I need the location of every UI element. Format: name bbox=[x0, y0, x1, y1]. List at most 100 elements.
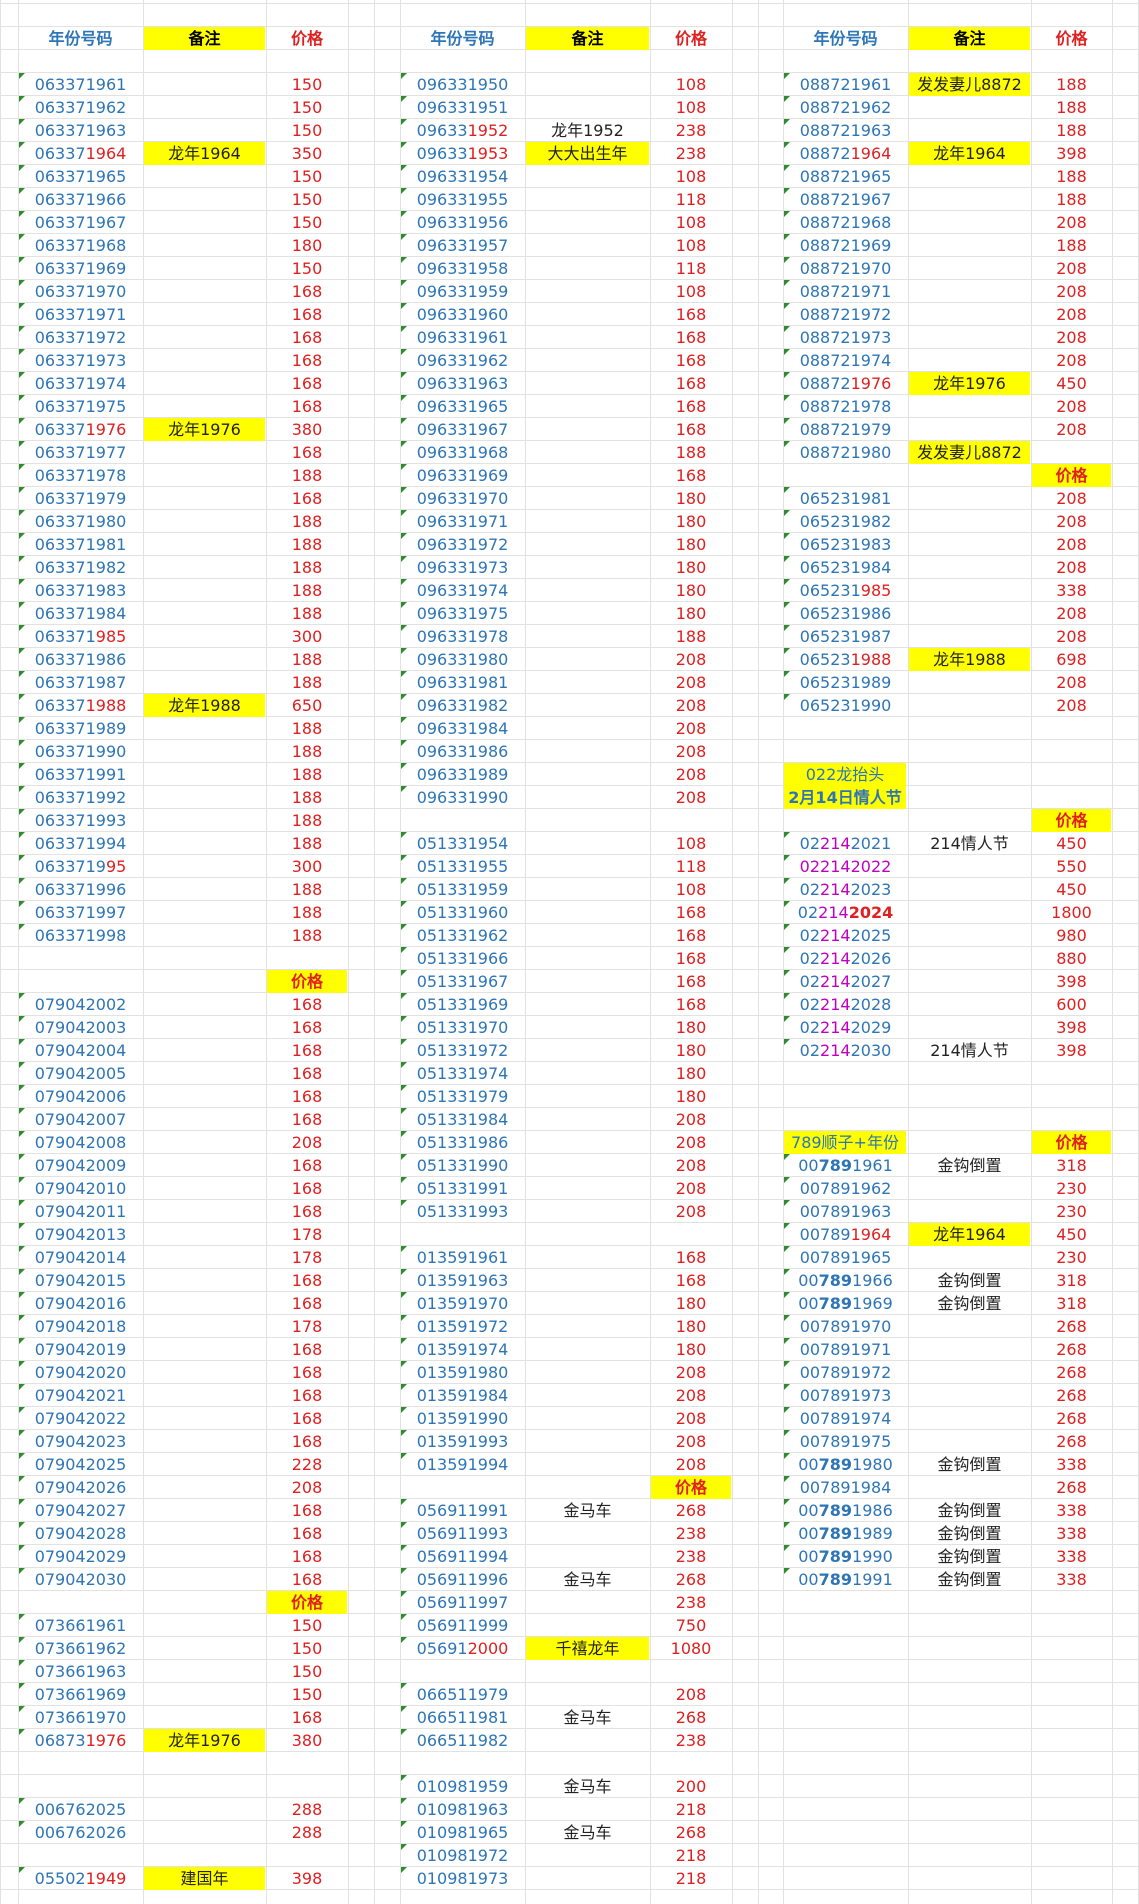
phone-number-cell: 063371978 bbox=[34, 466, 127, 485]
text-number-marker-icon bbox=[19, 1867, 25, 1873]
phone-number-cell: 063371988 bbox=[34, 696, 127, 715]
grid-line bbox=[0, 1130, 1139, 1131]
phone-number-cell: 096331975 bbox=[416, 604, 509, 623]
phone-number-cell: 096331984 bbox=[416, 719, 509, 738]
grid-line bbox=[0, 325, 1139, 326]
price-cell: 180 bbox=[675, 1018, 707, 1037]
price-cell: 238 bbox=[675, 144, 707, 163]
phone-number-cell: 096331959 bbox=[416, 282, 509, 301]
phone-number-cell: 065231988 bbox=[799, 650, 892, 669]
phone-number-cell: 096331971 bbox=[416, 512, 509, 531]
text-number-marker-icon bbox=[784, 1545, 790, 1551]
price-cell: 168 bbox=[291, 1501, 323, 1520]
price-cell: 350 bbox=[291, 144, 323, 163]
note-cell: 金马车 bbox=[563, 1570, 612, 1589]
phone-number-cell: 007891966 bbox=[798, 1271, 893, 1290]
price-cell: 208 bbox=[1056, 558, 1087, 577]
price-cell: 168 bbox=[675, 328, 707, 347]
text-number-marker-icon bbox=[784, 418, 790, 424]
phone-number-cell: 013591980 bbox=[416, 1363, 509, 1382]
text-number-marker-icon bbox=[19, 579, 25, 585]
grid-line bbox=[0, 877, 1139, 878]
grid-line bbox=[0, 118, 1139, 119]
grid-line bbox=[0, 1314, 1139, 1315]
note-cell: 建国年 bbox=[144, 1867, 265, 1890]
text-number-marker-icon bbox=[19, 1706, 25, 1712]
phone-number-cell: 079042026 bbox=[34, 1478, 127, 1497]
grid-line bbox=[0, 1728, 1139, 1729]
text-number-marker-icon bbox=[784, 1522, 790, 1528]
price-cell: 208 bbox=[675, 719, 707, 738]
price-cell: 208 bbox=[675, 1156, 707, 1175]
text-number-marker-icon bbox=[19, 993, 25, 999]
price-cell: 188 bbox=[291, 788, 323, 807]
grid-line bbox=[0, 578, 1139, 579]
phone-number-cell: 063371966 bbox=[34, 190, 127, 209]
note-cell: 金钩倒置 bbox=[937, 1156, 1002, 1175]
price-cell: 188 bbox=[291, 512, 323, 531]
grid-line bbox=[0, 969, 1139, 970]
phone-number-cell: 096331989 bbox=[416, 765, 509, 784]
phone-number-cell: 056911997 bbox=[416, 1593, 509, 1612]
text-number-marker-icon bbox=[19, 1085, 25, 1091]
text-number-marker-icon bbox=[19, 1499, 25, 1505]
grid-line bbox=[0, 923, 1139, 924]
text-number-marker-icon bbox=[19, 878, 25, 884]
note-cell: 金钩倒置 bbox=[937, 1524, 1002, 1543]
price-cell: 550 bbox=[1056, 857, 1087, 876]
price-cell: 318 bbox=[1056, 1294, 1087, 1313]
text-number-marker-icon bbox=[401, 579, 407, 585]
price-cell: 150 bbox=[291, 1639, 323, 1658]
price-cell: 268 bbox=[1056, 1478, 1087, 1497]
text-number-marker-icon bbox=[784, 694, 790, 700]
note-cell: 龙年1964 bbox=[909, 1223, 1030, 1246]
text-number-marker-icon bbox=[784, 326, 790, 332]
grid-line bbox=[0, 946, 1139, 947]
text-number-marker-icon bbox=[19, 1430, 25, 1436]
grid-line bbox=[908, 0, 909, 1904]
phone-number-cell: 079042015 bbox=[34, 1271, 127, 1290]
phone-number-cell: 051331986 bbox=[416, 1133, 509, 1152]
price-cell: 168 bbox=[291, 1271, 323, 1290]
grid-line bbox=[400, 0, 401, 1904]
phone-number-cell: 013591984 bbox=[416, 1386, 509, 1405]
text-number-marker-icon bbox=[784, 119, 790, 125]
price-cell: 150 bbox=[291, 213, 323, 232]
text-number-marker-icon bbox=[401, 1637, 407, 1643]
grid-line bbox=[0, 1774, 1139, 1775]
grid-line bbox=[0, 1038, 1139, 1039]
phone-number-cell: 022142021 bbox=[799, 834, 892, 853]
text-number-marker-icon bbox=[784, 441, 790, 447]
phone-number-cell: 063371997 bbox=[34, 903, 127, 922]
phone-number-cell: 088721964 bbox=[799, 144, 892, 163]
note-cell: 金马车 bbox=[563, 1777, 612, 1796]
price-cell: 168 bbox=[291, 1386, 323, 1405]
text-number-marker-icon bbox=[19, 625, 25, 631]
phone-number-cell: 079042027 bbox=[34, 1501, 127, 1520]
grid-line bbox=[0, 95, 1139, 96]
phone-number-cell: 065231984 bbox=[799, 558, 892, 577]
price-cell: 208 bbox=[1056, 512, 1087, 531]
price-cell: 208 bbox=[675, 1685, 707, 1704]
text-number-marker-icon bbox=[19, 533, 25, 539]
price-cell: 208 bbox=[675, 1409, 707, 1428]
price-cell: 288 bbox=[291, 1800, 323, 1819]
price-cell: 228 bbox=[291, 1455, 323, 1474]
price-cell: 208 bbox=[1056, 282, 1087, 301]
text-number-marker-icon bbox=[401, 1453, 407, 1459]
grid-line bbox=[758, 0, 759, 1904]
phone-number-cell: 063371975 bbox=[34, 397, 127, 416]
phone-number-cell: 079042007 bbox=[34, 1110, 127, 1129]
note-cell: 金钩倒置 bbox=[937, 1271, 1002, 1290]
grid-line bbox=[525, 0, 526, 1904]
price-cell: 168 bbox=[291, 1432, 323, 1451]
phone-number-cell: 096331950 bbox=[416, 75, 509, 94]
grid-line bbox=[0, 1153, 1139, 1154]
text-number-marker-icon bbox=[401, 1729, 407, 1735]
text-number-marker-icon bbox=[19, 1545, 25, 1551]
phone-number-cell: 013591974 bbox=[416, 1340, 509, 1359]
price-cell: 208 bbox=[675, 696, 707, 715]
price-cell: 208 bbox=[675, 788, 707, 807]
price-cell: 188 bbox=[675, 627, 707, 646]
text-number-marker-icon bbox=[784, 625, 790, 631]
